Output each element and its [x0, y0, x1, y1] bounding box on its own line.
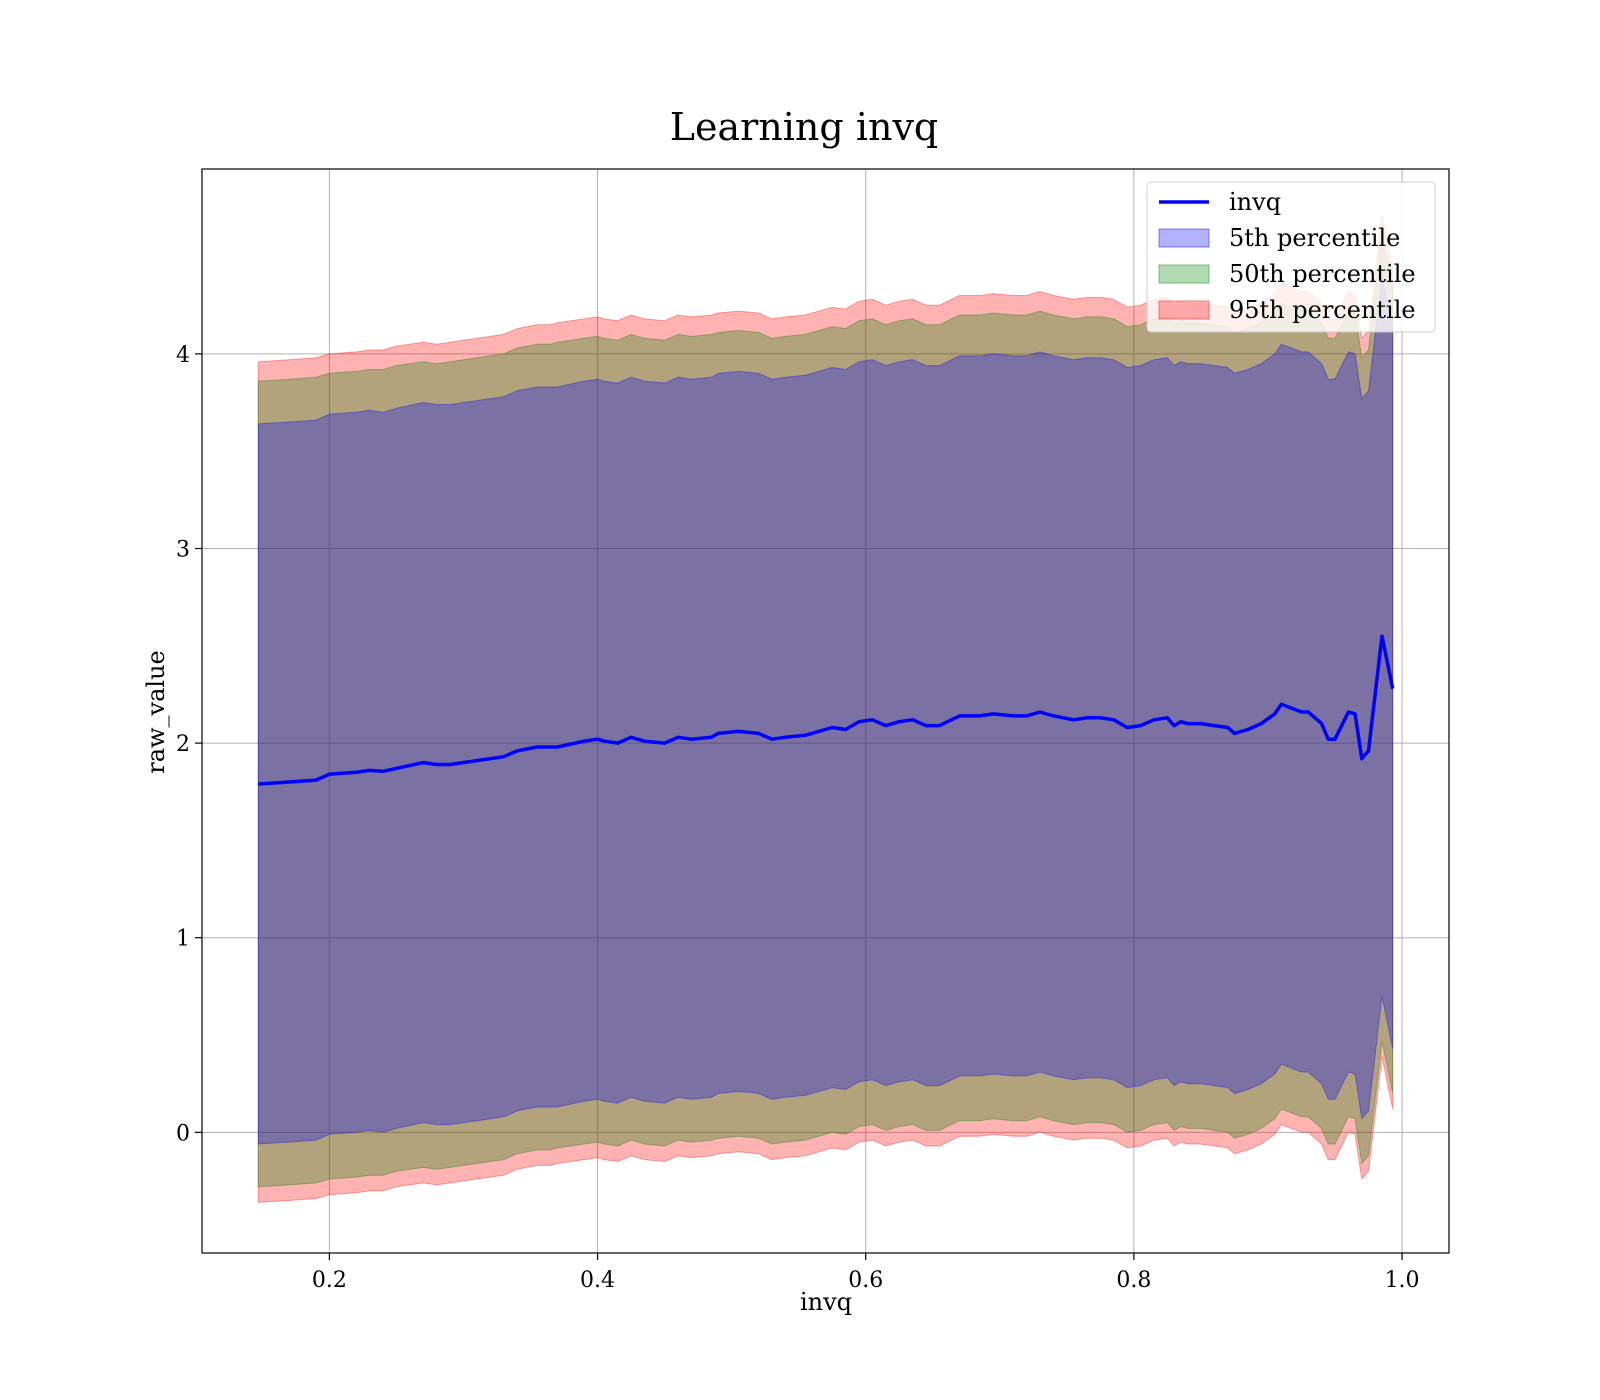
legend-box [1146, 181, 1436, 333]
plot-background [202, 169, 1449, 1253]
x-tick-label: 1.0 [1385, 1268, 1420, 1293]
percentile-bands [257, 215, 1394, 1203]
x-tick-label: 0.8 [1116, 1268, 1151, 1293]
x-axis: 0.2 0.4 0.6 0.8 1.0 [312, 1253, 1420, 1293]
y-tick-label: 0 [176, 1121, 190, 1146]
legend: invq 5th percentile 50th percentile 95th pe… [1146, 181, 1436, 333]
band-95th-percentile [257, 215, 1394, 1203]
y-tick-label: 2 [176, 732, 190, 757]
plot-area [201, 168, 1450, 1254]
legend-swatch-patch [1158, 300, 1210, 320]
x-tick-label: 0.4 [580, 1268, 615, 1293]
x-axis-label: invq [800, 1288, 852, 1316]
y-axis: 0 1 2 3 4 [176, 343, 202, 1146]
series-line-invq [258, 634, 1395, 786]
series-lines [258, 634, 1395, 786]
band-50th-percentile [257, 235, 1394, 1188]
y-tick-label: 4 [176, 343, 190, 368]
x-tick-label: 0.2 [312, 1268, 347, 1293]
x-tick-label: 0.6 [848, 1268, 883, 1293]
y-tick-label: 1 [176, 927, 190, 952]
plot-frame [201, 168, 1450, 1254]
legend-swatch-patch [1158, 228, 1210, 248]
legend-label: invq [1229, 188, 1281, 216]
legend-label: 95th percentile [1229, 296, 1416, 324]
grid [202, 169, 1449, 1253]
band-5th-percentile [257, 275, 1394, 1145]
legend-label: 50th percentile [1229, 260, 1416, 288]
chart-title: Learning invq [670, 105, 938, 149]
legend-swatch-patch [1158, 264, 1210, 284]
legend-label: 5th percentile [1229, 224, 1400, 252]
y-tick-label: 3 [176, 537, 190, 562]
y-axis-label: raw_value [142, 650, 170, 774]
